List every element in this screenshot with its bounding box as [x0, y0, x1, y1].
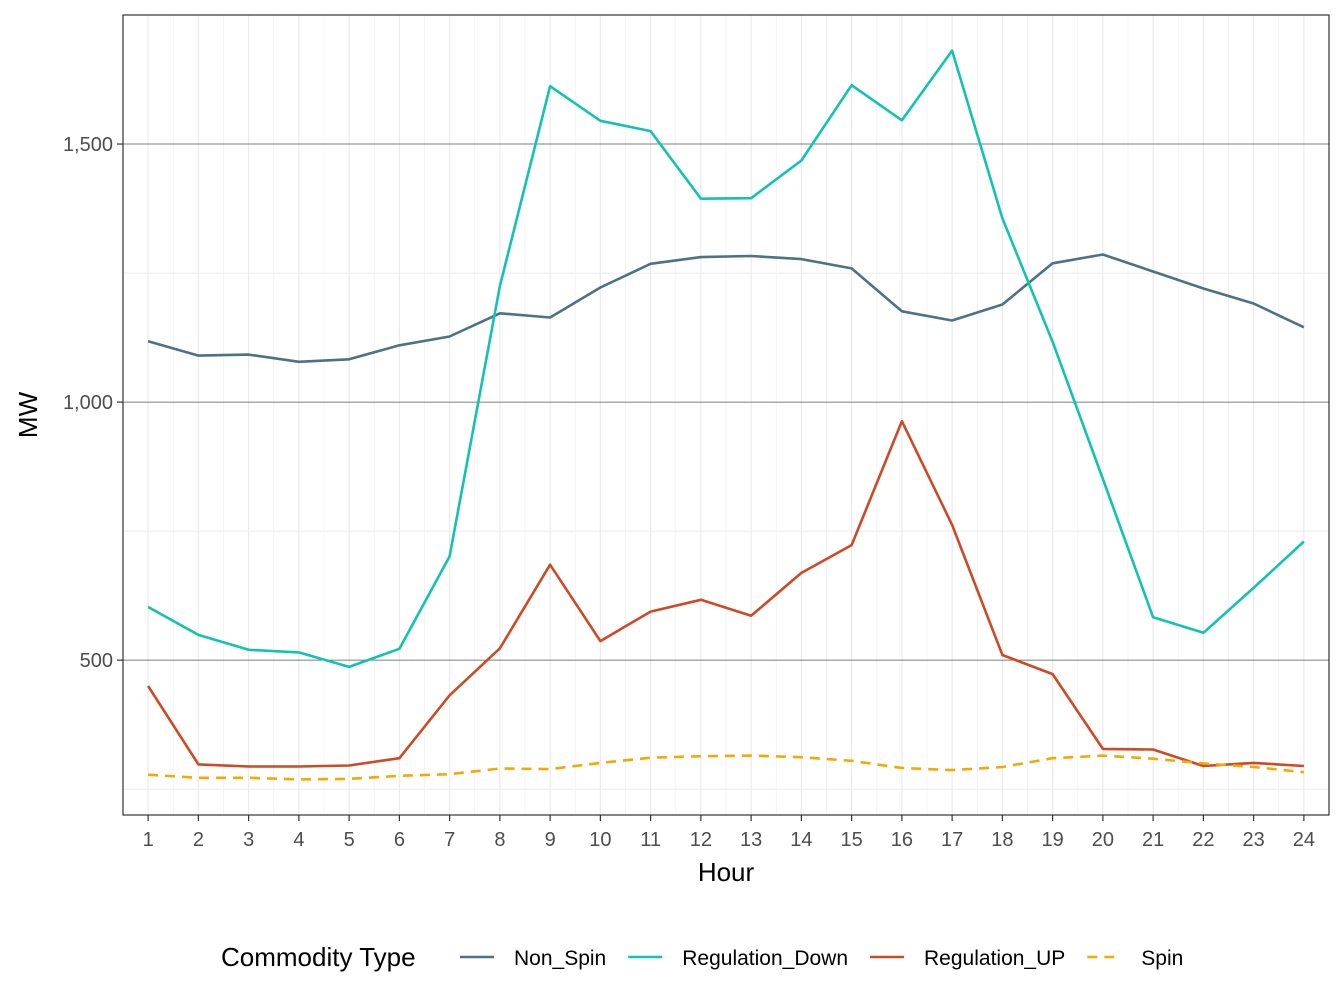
- x-tick-label: 13: [740, 829, 762, 851]
- x-tick-label: 9: [545, 829, 556, 851]
- y-tick-label: 1,000: [63, 392, 113, 414]
- x-tick-label: 23: [1243, 829, 1265, 851]
- x-tick-label: 20: [1092, 829, 1114, 851]
- series-line-spin: [148, 754, 1305, 781]
- legend-title: Commodity Type: [221, 942, 416, 972]
- x-tick-label: 10: [589, 829, 611, 851]
- series-line-regulation-down: [147, 49, 1305, 669]
- x-tick-label: 18: [991, 829, 1013, 851]
- legend: Commodity Type Non_Spin Regulation_Down Re…: [221, 942, 1183, 972]
- plot-panel: [122, 14, 1330, 816]
- x-tick-label: 15: [841, 829, 863, 851]
- x-tick-label: 2: [193, 829, 204, 851]
- x-tick-label: 12: [690, 829, 712, 851]
- x-tick-label: 3: [243, 829, 254, 851]
- x-tick-label: 11: [640, 829, 661, 851]
- x-tick-label: 1: [143, 829, 154, 851]
- legend-label-spin: Spin: [1141, 947, 1183, 970]
- y-tick-label: 1,500: [63, 134, 113, 156]
- y-axis: 500 1,000 1,500: [63, 134, 123, 672]
- x-tick-label: 6: [394, 829, 405, 851]
- x-axis: 1 2 3 4 5 6 7 8 9 10 11 12 13 14 15 16 17 18 19 20 21 22 23 24: [143, 815, 1315, 851]
- x-tick-label: 7: [444, 829, 455, 851]
- legend-label-non-spin: Non_Spin: [514, 947, 606, 970]
- x-tick-label: 4: [293, 829, 304, 851]
- x-tick-label: 8: [494, 829, 505, 851]
- x-axis-title: Hour: [698, 857, 755, 887]
- series-line-non-spin: [147, 253, 1305, 364]
- x-tick-label: 14: [790, 829, 812, 851]
- legend-label-regulation-down: Regulation_Down: [682, 947, 848, 970]
- x-tick-label: 16: [891, 829, 913, 851]
- y-axis-title: MW: [13, 391, 43, 438]
- x-tick-label: 22: [1192, 829, 1214, 851]
- x-tick-label: 19: [1042, 829, 1064, 851]
- x-tick-label: 21: [1142, 829, 1164, 851]
- y-tick-label: 500: [80, 650, 113, 672]
- legend-label-regulation-up: Regulation_UP: [924, 947, 1065, 970]
- plot-border: [122, 14, 1330, 816]
- x-tick-label: 24: [1293, 829, 1315, 851]
- gridlines-x: [147, 15, 1305, 815]
- x-tick-label: 5: [344, 829, 355, 851]
- series-lines: [147, 49, 1305, 781]
- x-tick-label: 17: [941, 829, 963, 851]
- series-line-regulation-up: [147, 419, 1304, 768]
